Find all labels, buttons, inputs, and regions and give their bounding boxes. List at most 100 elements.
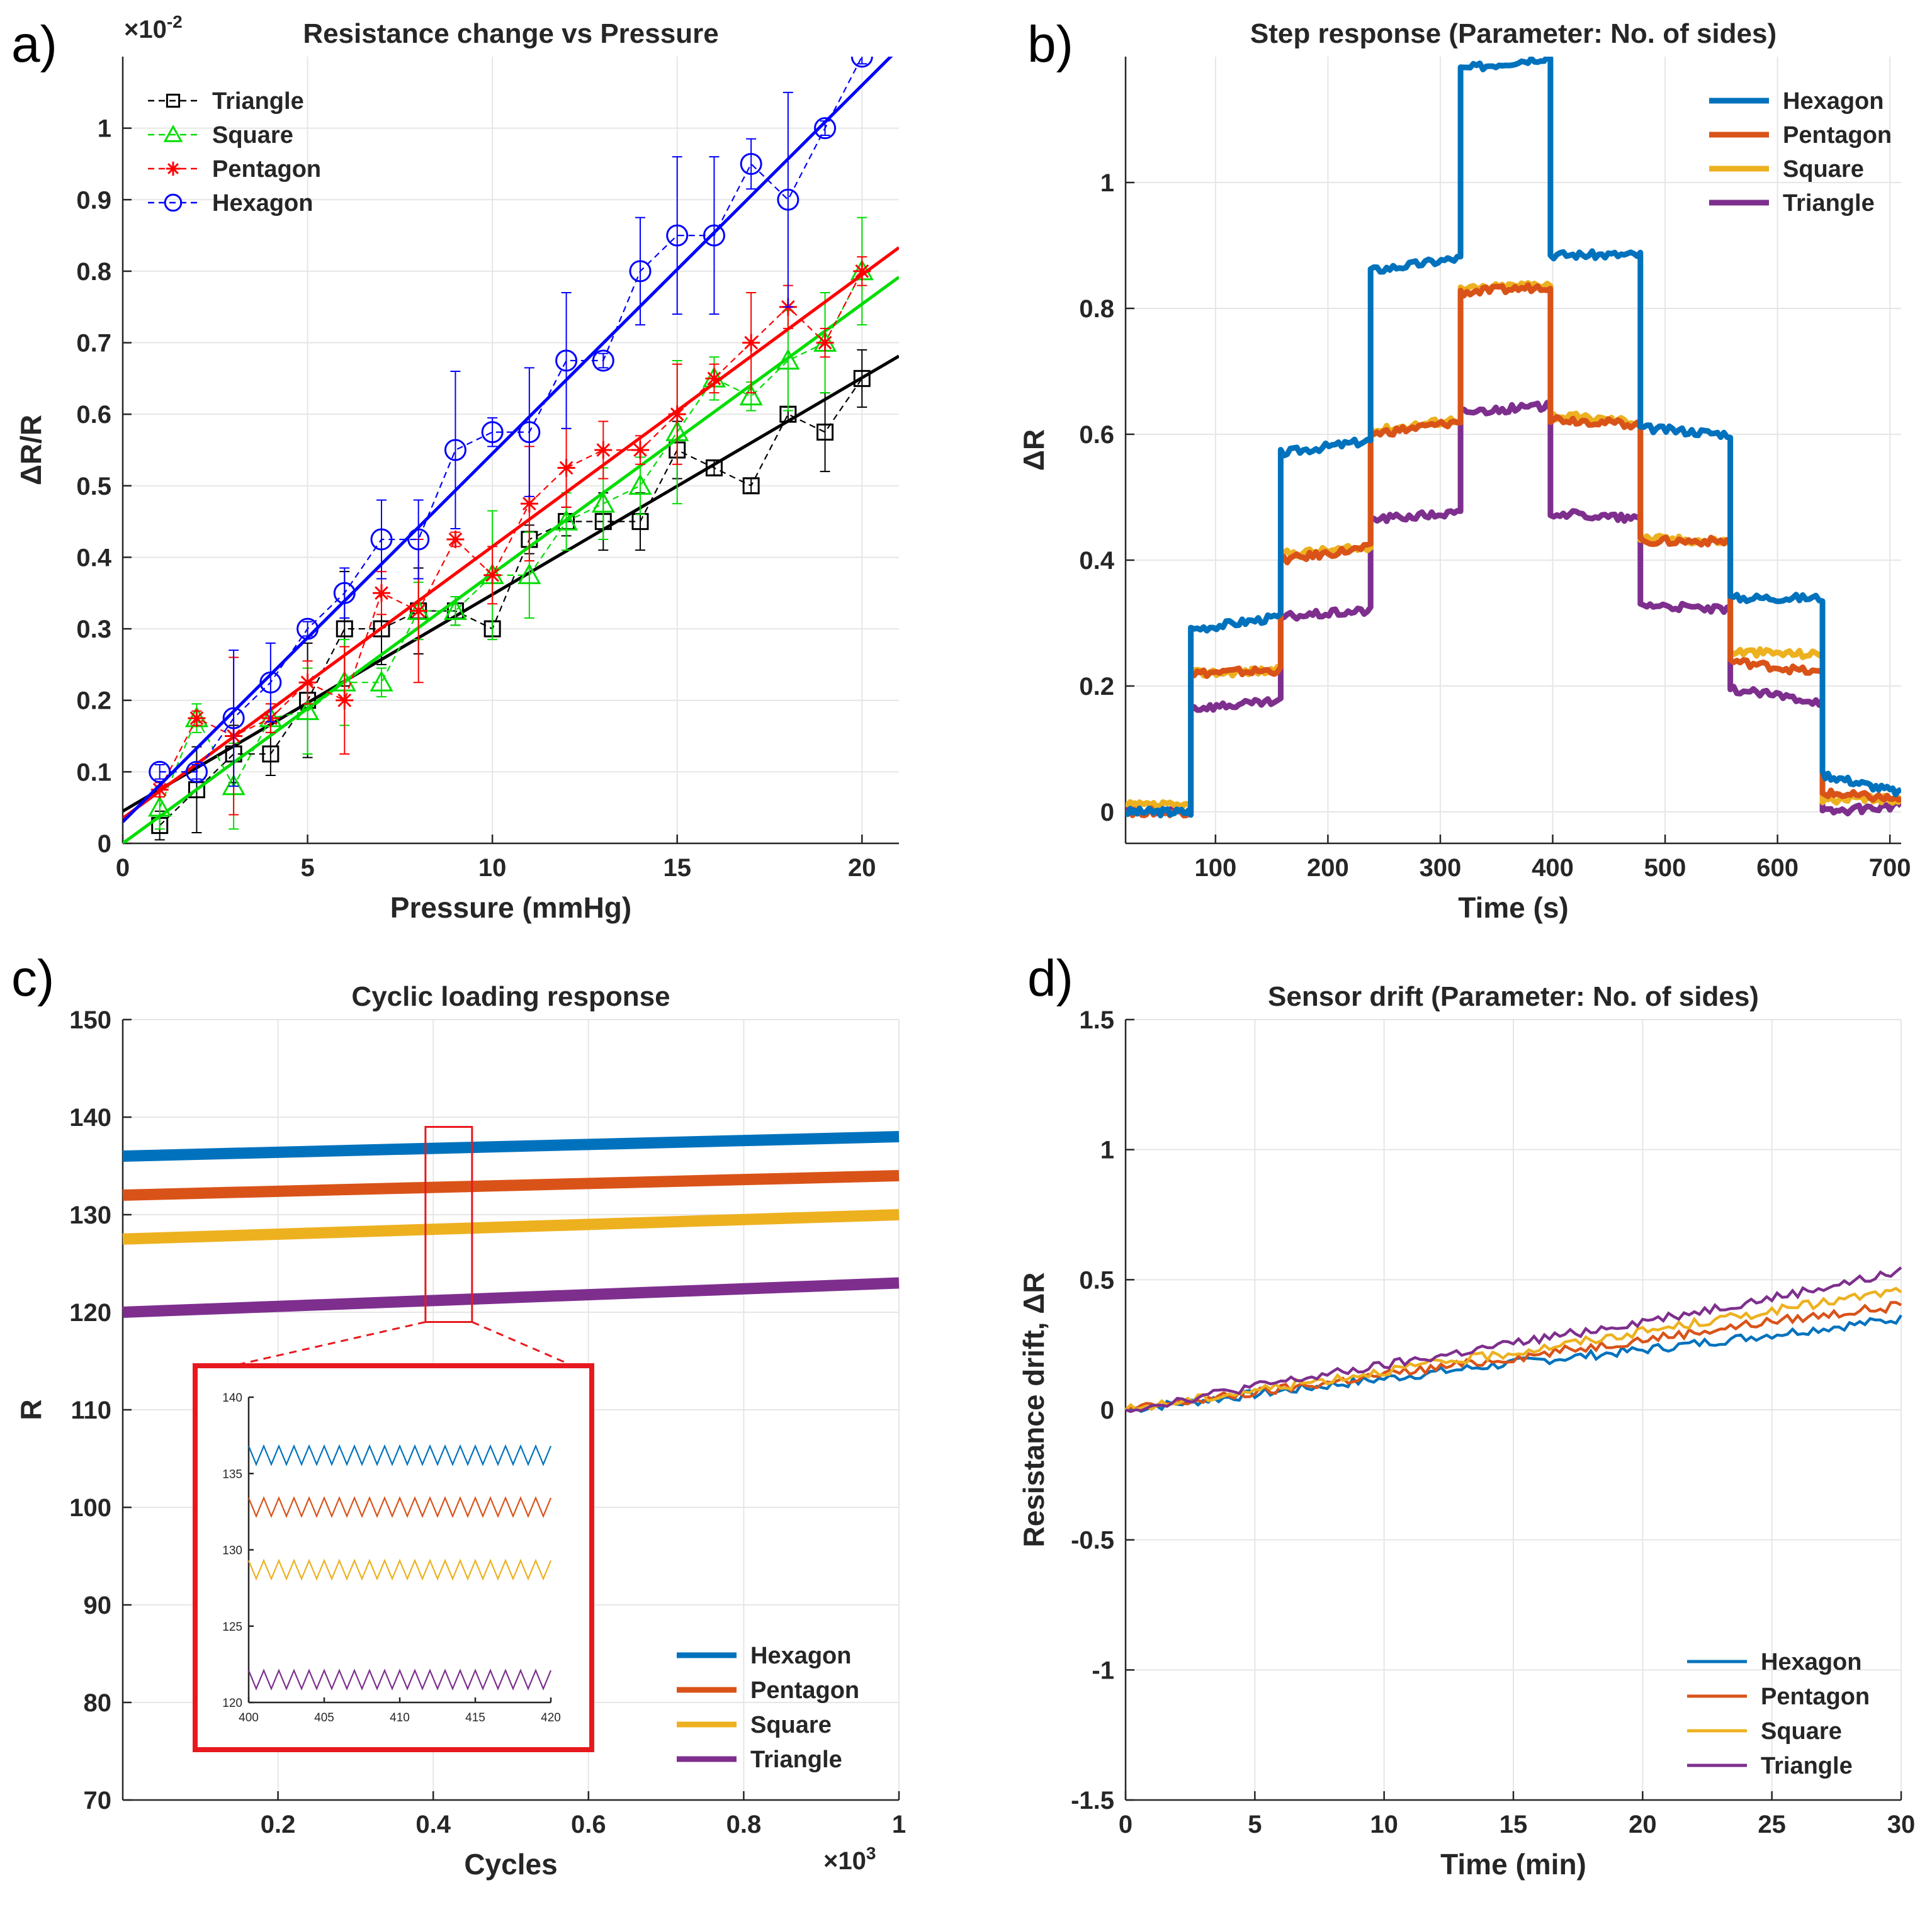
data-point-pentagon [483, 566, 502, 584]
y-tick-label: 140 [69, 1104, 111, 1132]
y-tick-label: 0.6 [76, 401, 111, 429]
x-tick-label: 400 [1532, 854, 1574, 882]
panel-label-d: d) [1027, 950, 1073, 1007]
y-axis-label: R [14, 1399, 47, 1420]
data-point-square [148, 796, 172, 817]
x-tick-label: 10 [478, 854, 507, 882]
data-point-hexagon [370, 528, 393, 551]
y-tick-label: 0.4 [1079, 547, 1114, 575]
x-axis-label: Time (min) [1440, 1848, 1586, 1881]
data-point-pentagon [742, 334, 760, 352]
data-line-pentagon [159, 271, 863, 790]
data-point-pentagon [631, 441, 649, 459]
y-axis-label: ΔR [1017, 429, 1050, 471]
panel-label-a: a) [11, 16, 57, 73]
x-tick-label: 700 [1869, 854, 1911, 882]
series-pentagon [123, 246, 899, 820]
chart-step-response: 100 200 300 400 500 600 700 0 0.2 0.4 0.6 0.8 1 Step … [1017, 18, 1911, 924]
data-point-square [517, 563, 541, 585]
legend-a: Triangle Square Pentagon Hexagon [148, 88, 321, 217]
legend-marker-triangle [166, 93, 181, 108]
series-hexagon [123, 57, 893, 823]
data-point-hexagon [222, 707, 245, 729]
data-point-hexagon [518, 421, 541, 444]
data-point-square [296, 699, 320, 721]
data-point-triangle [742, 477, 760, 495]
zoom-connector-left [232, 1321, 426, 1367]
data-point-hexagon [850, 57, 873, 68]
legend-label-pentagon: Pentagon [1783, 122, 1892, 149]
y-tick-label: 0.8 [76, 258, 111, 286]
data-point-hexagon [185, 760, 208, 783]
x-tick-label: 30 [1887, 1811, 1916, 1838]
data-point-pentagon [668, 405, 686, 424]
legend-c: Hexagon Pentagon Square Triangle [677, 1643, 859, 1773]
y-tick-label: 0.7 [76, 330, 111, 357]
inset-x-tick-label: 415 [465, 1711, 485, 1724]
series-band-triangle [122, 1277, 900, 1318]
chart-title: Sensor drift (Parameter: No. of sides) [1268, 981, 1759, 1012]
series-line-pentagon [1124, 1301, 1902, 1411]
data-point-hexagon [481, 421, 504, 444]
data-point-hexagon [407, 528, 430, 551]
data-point-hexagon [703, 224, 725, 247]
chart-title: Resistance change vs Pressure [303, 18, 718, 49]
data-point-triangle [336, 620, 353, 638]
zoom-region-box [424, 1126, 473, 1323]
legend-marker-hexagon [164, 193, 183, 212]
fit-line-triangle [123, 354, 899, 813]
y-axis-label: Resistance drift, ΔR [1017, 1273, 1050, 1548]
legend-label-hexagon: Hexagon [1761, 1649, 1861, 1675]
data-point-triangle [816, 424, 834, 441]
inset-series-pentagon [247, 1496, 552, 1518]
y-tick-label: 0 [98, 830, 111, 858]
legend-label-square: Square [750, 1712, 832, 1738]
x-tick-label: 500 [1644, 854, 1686, 882]
data-point-pentagon [557, 459, 575, 477]
y-tick-label: 0.2 [1079, 673, 1114, 700]
x-tick-label: 25 [1758, 1811, 1786, 1838]
data-point-square [628, 473, 652, 495]
series-band-hexagon [122, 1131, 900, 1162]
data-point-pentagon [705, 369, 723, 388]
legend-label-pentagon: Pentagon [212, 156, 321, 183]
y-tick-label: -1.5 [1071, 1787, 1114, 1814]
legend-label-pentagon: Pentagon [1761, 1684, 1870, 1710]
y-tick-label: 1.5 [1079, 1006, 1114, 1034]
x-tick-label: 20 [1629, 1811, 1657, 1838]
data-point-pentagon [446, 531, 465, 549]
y-tick-label: 150 [69, 1006, 111, 1034]
x-tick-label: 600 [1756, 854, 1799, 882]
y-tick-label: 0.9 [76, 186, 111, 214]
data-point-square [555, 509, 579, 531]
y-tick-label: 0.1 [76, 758, 111, 786]
series-band-pentagon [122, 1170, 900, 1201]
x-tick-label: 300 [1420, 854, 1462, 882]
data-point-hexagon [444, 439, 466, 461]
series-line-hexagon [1126, 57, 1901, 819]
data-point-pentagon [853, 262, 871, 280]
data-point-hexagon [149, 760, 171, 783]
legend-label-square: Square [212, 122, 293, 149]
inset-y-tick-label: 120 [222, 1697, 242, 1710]
y-tick-label: 90 [84, 1592, 112, 1619]
data-point-hexagon [592, 349, 614, 372]
data-point-square [776, 348, 800, 370]
chart-cyclic-loading-response: 0.2 0.4 0.6 0.8 1 70 80 90 100 110 120 130 140 150 Cyc… [14, 981, 906, 1881]
data-point-hexagon [297, 617, 319, 640]
legend-label-triangle: Triangle [1761, 1753, 1853, 1779]
data-point-pentagon [336, 691, 354, 709]
y-tick-label: 0.5 [1079, 1266, 1114, 1294]
inset-y-tick-label: 135 [222, 1468, 242, 1481]
data-point-hexagon [629, 260, 652, 283]
x-tick-label: 15 [663, 854, 691, 882]
x-tick-label: 0.8 [726, 1811, 762, 1838]
x-exponent-label: ×103 [823, 1843, 876, 1875]
data-point-pentagon [298, 673, 317, 692]
panel-label-b: b) [1027, 16, 1073, 73]
series-line-triangle [1126, 400, 1901, 818]
x-tick-label: 5 [1248, 1811, 1262, 1838]
inset-y-tick-label: 140 [222, 1392, 242, 1405]
x-tick-label: 200 [1307, 854, 1349, 882]
y-tick-label: 70 [84, 1787, 112, 1814]
